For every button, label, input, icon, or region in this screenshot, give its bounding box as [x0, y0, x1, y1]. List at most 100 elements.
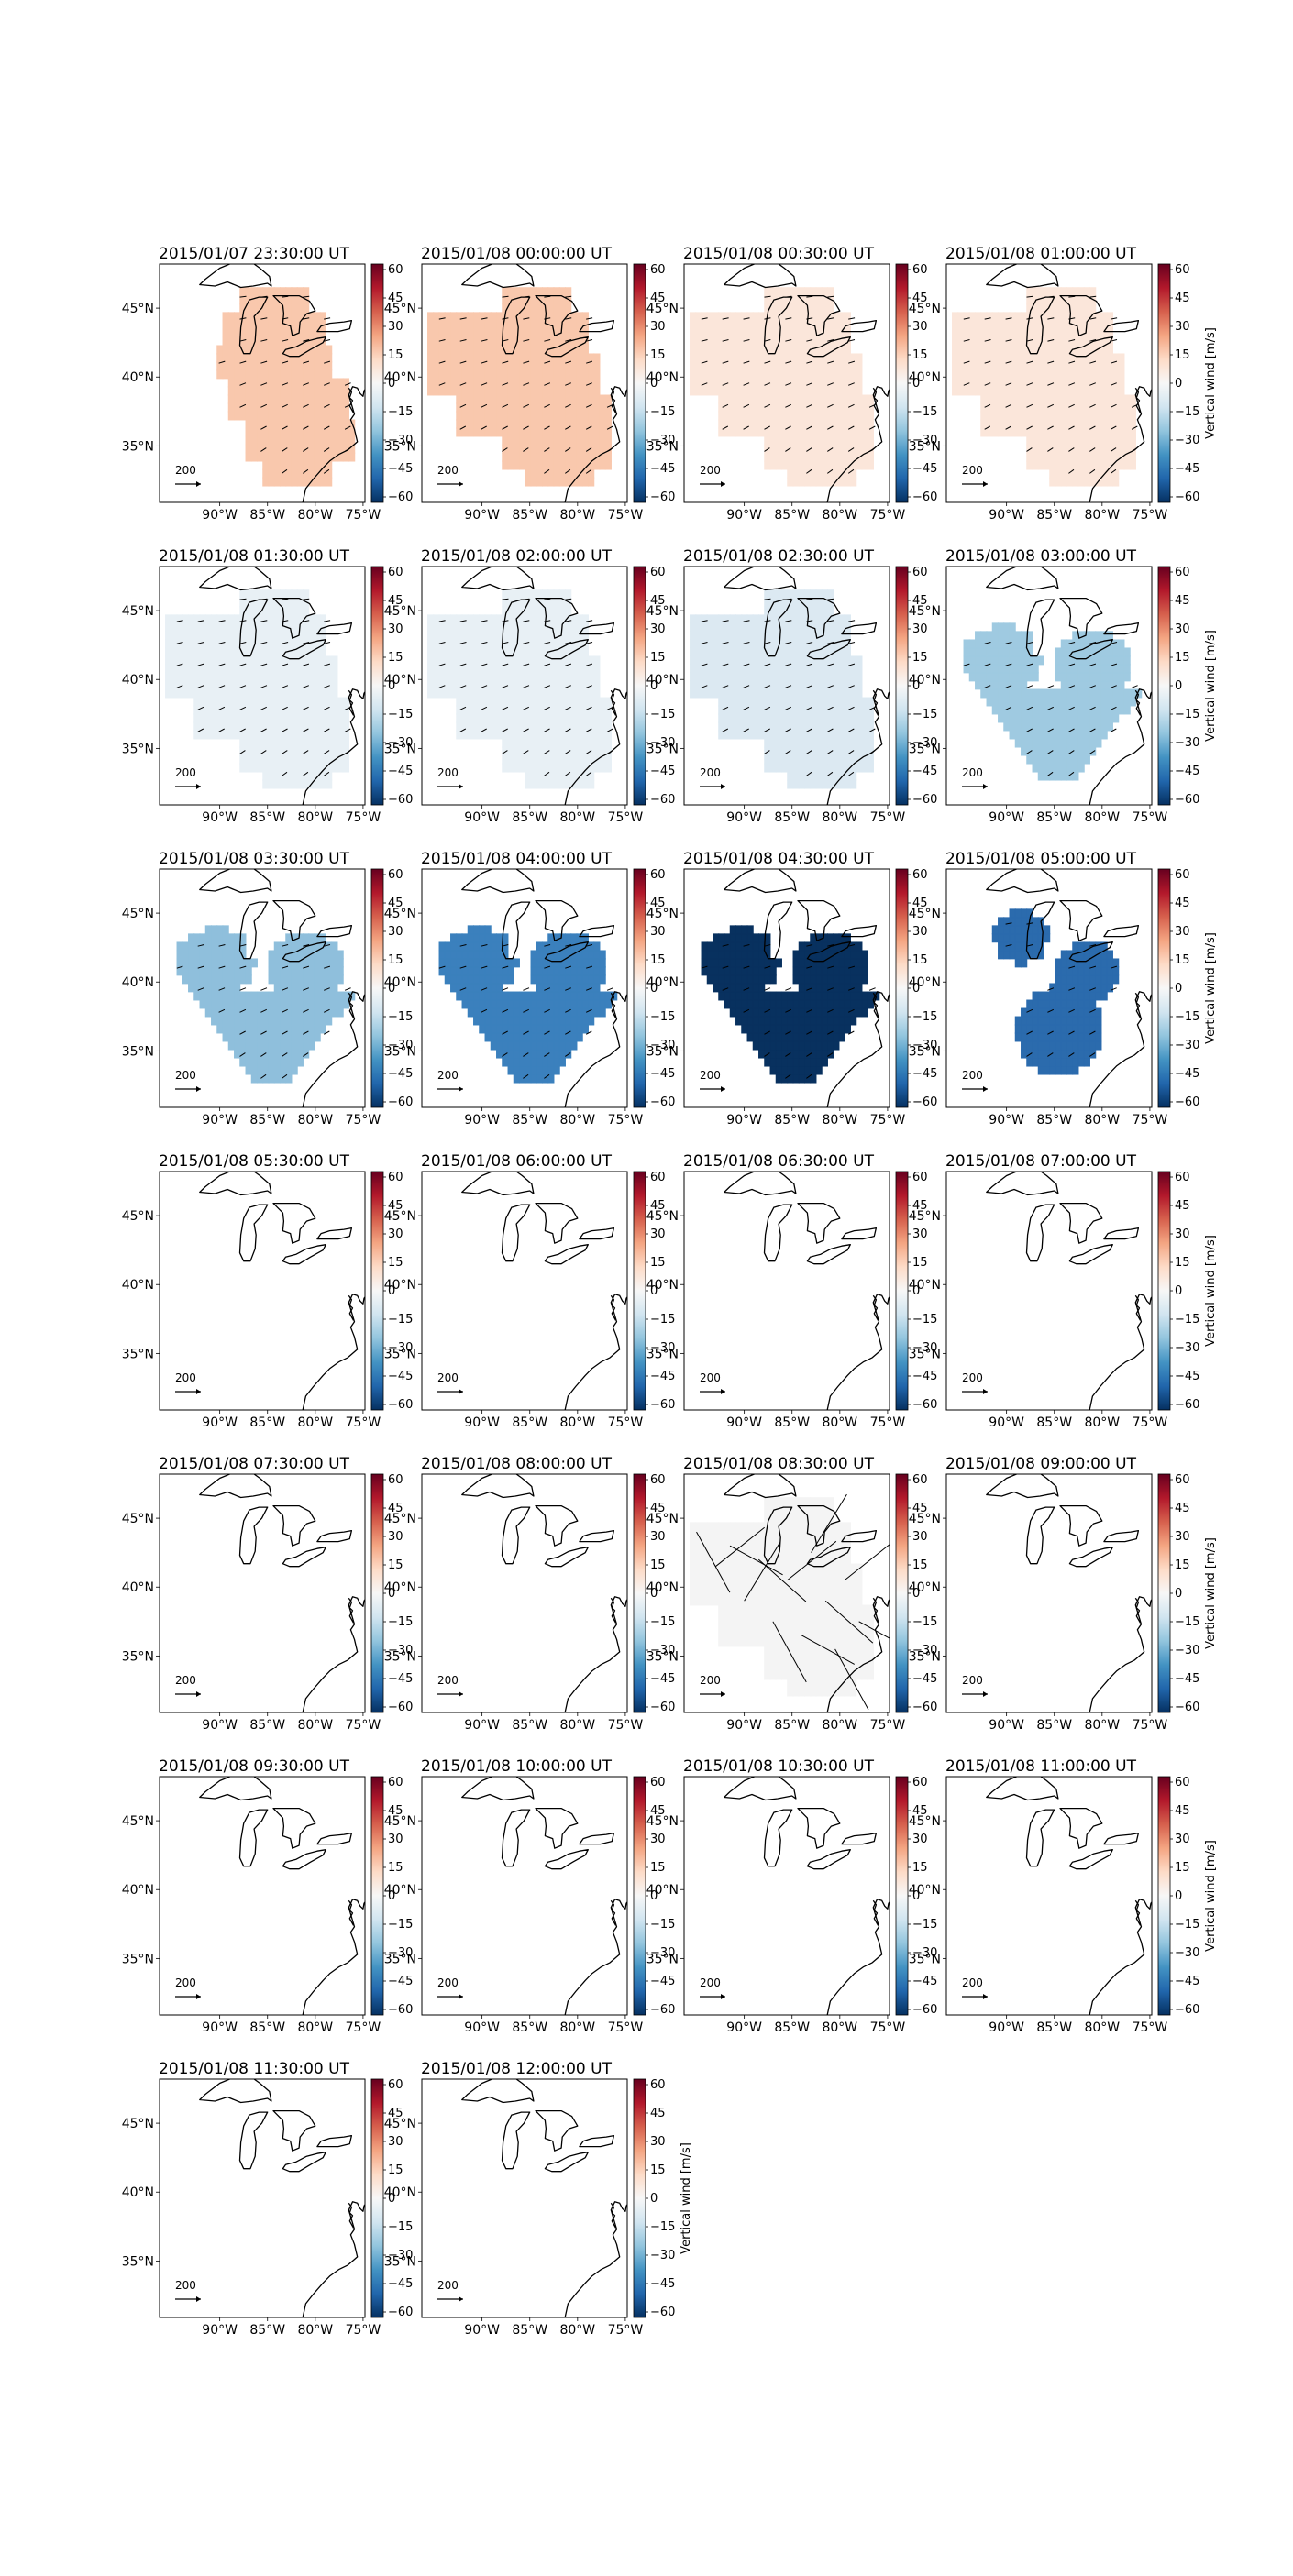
wind-arrow — [282, 620, 289, 622]
colorbar-tick-label: 45 — [1175, 897, 1190, 910]
colorbar-tick-label: −45 — [912, 1067, 937, 1081]
great-lake-outline — [579, 1227, 615, 1240]
longitude-tick-label: 90°W — [989, 508, 1024, 523]
arrow-scale-label: 200 — [437, 2279, 459, 2292]
wind-arrow — [586, 382, 592, 386]
longitude-tick-label: 80°W — [822, 1415, 857, 1430]
colorbar-tick-label: 60 — [1175, 566, 1190, 579]
colorbar-label: Vertical wind [m/s] — [1204, 1235, 1218, 1347]
wind-arrow — [344, 750, 351, 754]
wind-arrow — [282, 944, 289, 947]
wind-arrow — [984, 403, 991, 408]
longitude-tick-label: 80°W — [297, 1113, 333, 1128]
map-frame — [159, 566, 366, 806]
wind-arrow — [459, 728, 467, 732]
colorbar-tick-label: −30 — [388, 1039, 413, 1052]
wind-arrow — [1068, 339, 1076, 342]
wind-arrow — [743, 706, 750, 710]
map-frame — [421, 566, 628, 806]
wind-arrow — [764, 425, 770, 430]
map-frame — [421, 2078, 628, 2318]
wind-arrow — [586, 987, 592, 991]
wind-arrow — [303, 1030, 309, 1035]
wind-arrow — [438, 360, 446, 364]
great-lake-outline — [461, 567, 535, 591]
wind-arrow — [544, 425, 550, 430]
longitude-tick-label: 85°W — [249, 1415, 285, 1430]
wind-arrow — [1047, 425, 1054, 430]
colorbar-tick-label: −30 — [650, 1644, 675, 1657]
arrow-scale-label: 200 — [437, 1976, 459, 1989]
great-lake-outline — [316, 1529, 353, 1543]
wind-arrow — [1110, 728, 1117, 732]
wind-arrow — [764, 987, 771, 991]
longitude-tick-label: 75°W — [608, 1113, 644, 1128]
wind-arrow — [606, 447, 613, 452]
wind-arrow — [1111, 663, 1118, 666]
wind-field-region — [690, 589, 874, 789]
wind-arrow — [1047, 771, 1054, 776]
wind-arrow — [459, 620, 467, 622]
map-panel: 2015/01/08 11:30:00 UT 200 90°W 85°W 80°W 75°… — [122, 2060, 381, 2338]
great-lake-outline — [724, 264, 797, 289]
panel-title: 2015/01/08 05:00:00 UT — [945, 850, 1137, 868]
map-panel: 2015/01/07 23:30:00 UT 200 90°W 85°W 80°W 75°… — [122, 245, 381, 523]
wind-arrow — [1047, 987, 1055, 991]
colorbar-tick-label: 60 — [912, 868, 928, 882]
map-frame — [683, 263, 890, 503]
latitude-tick-label: 40°N — [384, 1883, 416, 1898]
latitude-tick-label: 45°N — [646, 907, 679, 921]
wind-arrow — [1047, 447, 1054, 452]
wind-arrow — [1047, 403, 1055, 408]
longitude-tick-label: 75°W — [870, 1718, 906, 1733]
colorbar-tick-label: 45 — [388, 1199, 403, 1213]
wind-arrow — [848, 663, 856, 666]
wind-arrow — [239, 1008, 247, 1013]
map-panel: 2015/01/08 00:30:00 UT 200 90°W 85°W 80°W 75°… — [646, 245, 906, 523]
wind-arrow — [764, 965, 771, 969]
panel-title: 2015/01/08 07:00:00 UT — [945, 1152, 1137, 1171]
colorbar-tick-label: −45 — [1175, 1672, 1199, 1686]
wind-arrow — [606, 425, 613, 430]
latitude-tick-label: 40°N — [384, 370, 416, 385]
colorbar: 60 45 30 15 0 −15 −30 −45 −60 — [633, 1473, 675, 1714]
colorbar-tick-label: 45 — [388, 2107, 403, 2120]
panel-title: 2015/01/08 04:30:00 UT — [683, 850, 875, 868]
colorbar-tick-label: 60 — [1175, 1776, 1190, 1789]
longitude-tick-label: 85°W — [1036, 1113, 1072, 1128]
colorbar: 60 45 30 15 0 −15 −30 −45 −60 — [370, 1473, 413, 1714]
great-lake-outline — [1068, 1244, 1113, 1265]
wind-arrow — [565, 403, 571, 408]
colorbar-tick-label: 15 — [1175, 1861, 1190, 1875]
wind-arrow — [481, 620, 488, 622]
wind-arrow — [438, 620, 446, 622]
longitude-tick-label: 80°W — [1084, 810, 1120, 825]
colorbar-tick-label: 15 — [388, 348, 403, 362]
wind-arrow — [197, 620, 204, 622]
wind-arrow — [565, 685, 571, 688]
wind-vector-field — [1005, 922, 1118, 1057]
wind-arrow — [848, 382, 855, 386]
wind-arrow — [847, 468, 855, 474]
wind-arrow — [1068, 706, 1075, 710]
wind-arrow — [868, 706, 876, 710]
colorbar-tick-label: −15 — [912, 1010, 937, 1024]
great-lake-outline — [316, 1832, 353, 1845]
wind-arrow — [502, 642, 509, 644]
colorbar: 60 45 30 15 0 −15 −30 −45 −60 Vertical wind [m/s] — [1157, 1171, 1218, 1412]
map-panel: 2015/01/08 00:00:00 UT 200 90°W 85°W 80°W 75°… — [384, 245, 644, 523]
wind-arrow — [757, 1558, 807, 1602]
coastline — [461, 2079, 627, 2317]
wind-arrow — [239, 1030, 246, 1035]
great-lake-outline — [238, 1506, 269, 1565]
wind-arrow — [806, 382, 813, 386]
latitude-tick-label: 35°N — [646, 742, 679, 756]
latitude-tick-label: 40°N — [384, 975, 416, 990]
colorbar-tick-label: −45 — [1175, 462, 1199, 476]
wind-arrow — [785, 598, 792, 600]
wind-arrow — [764, 663, 771, 666]
great-lake-outline — [461, 1777, 535, 1801]
wind-arrow — [1131, 403, 1138, 408]
latitude-tick-label: 45°N — [384, 302, 416, 316]
wind-arrow — [764, 620, 771, 622]
